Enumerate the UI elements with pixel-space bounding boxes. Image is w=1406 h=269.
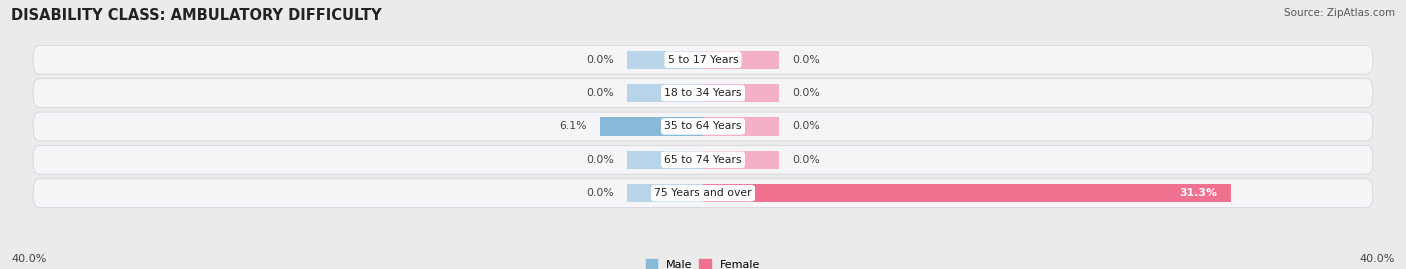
- Text: 5 to 17 Years: 5 to 17 Years: [668, 55, 738, 65]
- Text: 6.1%: 6.1%: [560, 121, 586, 132]
- Bar: [627, 151, 703, 169]
- Text: 0.0%: 0.0%: [793, 121, 820, 132]
- Text: 0.0%: 0.0%: [793, 155, 820, 165]
- Text: 18 to 34 Years: 18 to 34 Years: [664, 88, 742, 98]
- Bar: [627, 184, 703, 202]
- Text: 0.0%: 0.0%: [586, 155, 613, 165]
- Legend: Male, Female: Male, Female: [641, 255, 765, 269]
- FancyBboxPatch shape: [34, 146, 1372, 174]
- Text: 35 to 64 Years: 35 to 64 Years: [664, 121, 742, 132]
- Text: 31.3%: 31.3%: [1180, 188, 1218, 198]
- Bar: [627, 84, 703, 102]
- Text: 65 to 74 Years: 65 to 74 Years: [664, 155, 742, 165]
- Text: 0.0%: 0.0%: [586, 55, 613, 65]
- Bar: [600, 117, 703, 136]
- Text: 40.0%: 40.0%: [1360, 254, 1395, 264]
- Text: 0.0%: 0.0%: [793, 55, 820, 65]
- FancyBboxPatch shape: [34, 79, 1372, 107]
- Bar: [703, 117, 779, 136]
- FancyBboxPatch shape: [34, 45, 1372, 74]
- Text: Source: ZipAtlas.com: Source: ZipAtlas.com: [1284, 8, 1395, 18]
- FancyBboxPatch shape: [34, 179, 1372, 207]
- Bar: [703, 84, 779, 102]
- Text: DISABILITY CLASS: AMBULATORY DIFFICULTY: DISABILITY CLASS: AMBULATORY DIFFICULTY: [11, 8, 382, 23]
- Bar: [703, 51, 779, 69]
- Text: 40.0%: 40.0%: [11, 254, 46, 264]
- Text: 0.0%: 0.0%: [586, 88, 613, 98]
- Bar: [703, 151, 779, 169]
- Bar: [627, 51, 703, 69]
- Text: 0.0%: 0.0%: [793, 88, 820, 98]
- FancyBboxPatch shape: [34, 112, 1372, 141]
- Text: 75 Years and over: 75 Years and over: [654, 188, 752, 198]
- Bar: [703, 184, 1232, 202]
- Text: 0.0%: 0.0%: [586, 188, 613, 198]
